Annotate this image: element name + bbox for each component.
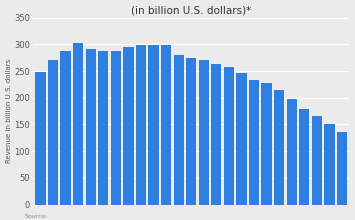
Bar <box>337 132 347 205</box>
Bar <box>123 47 133 205</box>
Bar <box>299 109 310 205</box>
Bar <box>174 55 184 205</box>
Bar <box>324 125 334 205</box>
Bar <box>199 61 209 205</box>
Bar <box>148 46 159 205</box>
Bar <box>274 90 284 205</box>
Bar <box>286 99 297 205</box>
Bar <box>161 45 171 205</box>
Bar <box>261 83 272 205</box>
Bar <box>249 80 259 205</box>
Bar <box>111 51 121 205</box>
Bar <box>48 61 58 205</box>
Bar <box>312 116 322 205</box>
Bar <box>98 51 109 205</box>
Y-axis label: Revenue in billion U.S. dollars: Revenue in billion U.S. dollars <box>6 59 12 163</box>
Text: Source:: Source: <box>25 214 49 219</box>
Bar <box>86 49 96 205</box>
Bar <box>60 51 71 205</box>
Title: (in billion U.S. dollars)*: (in billion U.S. dollars)* <box>131 6 251 16</box>
Bar <box>224 67 234 205</box>
Bar <box>236 73 247 205</box>
Bar <box>73 43 83 205</box>
Bar <box>136 46 146 205</box>
Bar <box>211 64 222 205</box>
Bar <box>186 58 196 205</box>
Bar <box>36 72 46 205</box>
